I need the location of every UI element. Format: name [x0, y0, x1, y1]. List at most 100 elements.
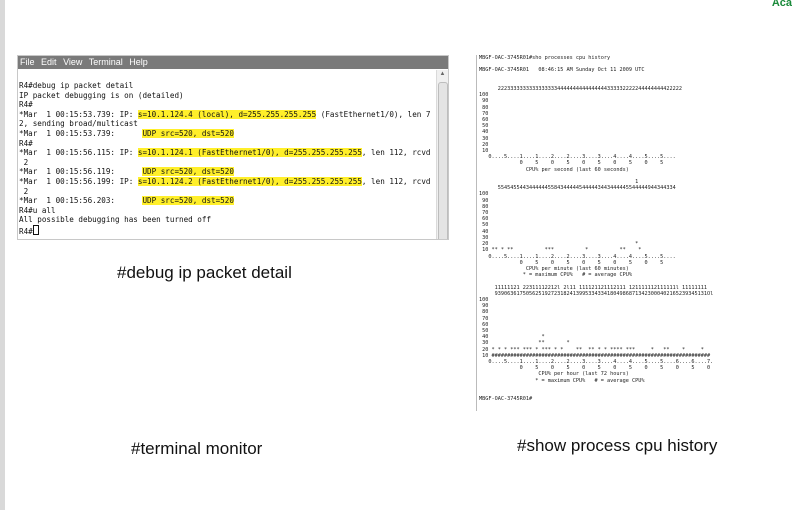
cpu-history-line: 80: [479, 104, 489, 111]
cpu-history-line: 0 5 0 5 0 5 0 5 0 5 0 5 0: [479, 365, 711, 372]
cpu-history-line: 70: [479, 210, 489, 217]
cpu-history-line: 0 5 0 5 0 5 0 5 0 5: [479, 160, 664, 167]
cpu-history-line: 10 ** * ** *** * ** *: [479, 247, 642, 254]
highlighted-text: UDP src=520, dst=520: [142, 167, 234, 177]
terminal-text: R4#debug ip packet detail: [19, 81, 134, 90]
terminal-line: R4#: [19, 139, 437, 149]
cpu-history-line: 1: [479, 179, 639, 186]
terminal-line: R4#: [19, 100, 437, 110]
cpu-history-line: 100: [479, 92, 489, 99]
terminal-text: (FastEthernet1/0), len 7: [316, 109, 431, 119]
cpu-history-line: 0....5....1....1....2....2....3....3....…: [479, 154, 676, 161]
cpu-history-line: 90: [479, 303, 489, 310]
cpu-history-line: * = maximum CPU% # = average CPU%: [479, 272, 633, 279]
cpu-history-line: 30 ** *: [479, 340, 570, 347]
cpu-history-line: 40 *: [479, 334, 545, 341]
cpu-history-line: 0....5....1....1....2....2....3....3....…: [479, 253, 676, 260]
caption-show-process-cpu-history: #show process cpu history: [517, 436, 718, 455]
scroll-thumb[interactable]: [438, 82, 448, 239]
cpu-history-line: 60: [479, 216, 489, 223]
terminal-text: *Mar 1 00:15:53.739:: [19, 128, 143, 138]
terminal-window[interactable]: File Edit View Terminal Help R4#debug ip…: [17, 55, 449, 240]
cpu-history-line: 10 #####################################…: [479, 352, 711, 359]
cpu-history-line: 60: [479, 117, 489, 124]
highlighted-text: s=10.1.124.2 (FastEthernet1/0), d=255.25…: [137, 176, 362, 186]
terminal-line: *Mar 1 00:15:56.115: IP: s=10.1.124.1 (F…: [19, 148, 437, 158]
cpu-history-line: 60: [479, 321, 489, 328]
terminal-text: 2, sending broad/multicast: [19, 119, 138, 129]
terminal-menu-bar: File Edit View Terminal Help: [18, 56, 448, 69]
cpu-history-line: 0....5....1....1....2....2....3....3....…: [479, 358, 714, 365]
scroll-up-arrow-icon[interactable]: ▲: [439, 71, 446, 77]
menu-edit[interactable]: Edit: [41, 57, 57, 67]
terminal-line: *Mar 1 00:15:56.119: UDP src=520, dst=52…: [19, 167, 437, 177]
terminal-text: *Mar 1 00:15:56.119:: [19, 167, 143, 177]
highlighted-text: UDP src=520, dst=520: [142, 196, 234, 206]
cpu-history-line: 70: [479, 315, 489, 322]
terminal-text: 2: [19, 157, 29, 167]
menu-file[interactable]: File: [20, 57, 35, 67]
cpu-history-line: MBGF-OAC-3745R01#sho processes cpu histo…: [479, 55, 611, 61]
cpu-history-line: * = maximum CPU% # = average CPU%: [479, 377, 645, 384]
terminal-line: R4#u all: [19, 206, 437, 216]
terminal-text: R4#: [19, 226, 33, 236]
cpu-history-line: 50: [479, 222, 489, 229]
cpu-history-line: MBGF-OAC-3745R01#: [479, 396, 533, 403]
cpu-history-line: 80: [479, 309, 489, 316]
cpu-history-line: 11111121 22311112212l 2l11 1111211211121…: [479, 284, 707, 291]
terminal-text: *Mar 1 00:15:53.739: IP:: [19, 109, 138, 119]
highlighted-text: UDP src=520, dst=520: [142, 128, 234, 138]
cpu-history-line: 9390636175056251927231824139953343341804…: [479, 290, 714, 297]
terminal-text: *Mar 1 00:15:56.203:: [19, 196, 143, 206]
terminal-line: 2: [19, 158, 437, 168]
cpu-history-line: 30: [479, 135, 489, 142]
terminal-text: R4#: [19, 100, 33, 110]
left-edge-bar: [0, 0, 5, 510]
menu-help[interactable]: Help: [129, 57, 148, 67]
terminal-line: All possible debugging has been turned o…: [19, 215, 437, 225]
menu-view[interactable]: View: [63, 57, 83, 67]
cpu-history-line: 5545455443444444558434444454444434434444…: [479, 185, 676, 192]
cpu-history-line: 20 *: [479, 241, 639, 248]
terminal-line: 2: [19, 187, 437, 197]
cpu-history-line: 40: [479, 129, 489, 136]
cpu-history-line: CPU% per minute (last 60 minutes): [479, 265, 629, 272]
terminal-text: All possible debugging has been turned o…: [19, 215, 212, 225]
terminal-line: *Mar 1 00:15:56.199: IP: s=10.1.124.2 (F…: [19, 176, 437, 187]
terminal-line: *Mar 1 00:15:56.203: UDP src=520, dst=52…: [19, 196, 437, 206]
cpu-history-line: 0 5 0 5 0 5 0 5 0 5: [479, 259, 664, 266]
terminal-line: IP packet debugging is on (detailed): [19, 91, 437, 101]
cpu-history-line: 100: [479, 191, 489, 198]
cpu-history-line: 40: [479, 228, 489, 235]
terminal-text: IP packet debugging is on (detailed): [19, 90, 184, 100]
terminal-scrollbar[interactable]: ▲: [436, 70, 448, 239]
brand-fragment: Aca: [771, 0, 792, 9]
highlighted-text: s=10.1.124.4 (local), d=255.255.255.255: [137, 109, 317, 119]
cpu-history-line: 20 * * * *** *** * *** * * ** ** * * ***…: [479, 346, 704, 353]
cpu-history-line: 90: [479, 197, 489, 204]
cpu-history-line: CPU% per second (last 60 seconds): [479, 166, 629, 173]
terminal-line: R4#debug ip packet detail: [19, 81, 437, 91]
cpu-history-line: 2223333333333333333444444444444444433333…: [479, 86, 683, 93]
cpu-history-line: 80: [479, 203, 489, 210]
terminal-line: *Mar 1 00:15:53.739: UDP src=520, dst=52…: [19, 128, 437, 139]
terminal-line: R4#: [19, 224, 437, 237]
cpu-history-line: 50: [479, 123, 489, 130]
terminal-output[interactable]: R4#debug ip packet detail IP packet debug…: [18, 70, 437, 239]
caption-debug-ip-packet: #debug ip packet detail: [117, 263, 292, 282]
cpu-history-line: 90: [479, 98, 489, 105]
terminal-cursor: [32, 224, 39, 235]
cpu-history-line: CPU% per hour (last 72 hours): [479, 371, 629, 378]
cpu-history-line: 20: [479, 141, 489, 148]
terminal-text: R4#: [19, 138, 33, 148]
terminal-text: 2: [19, 186, 29, 196]
cpu-history-line: 100: [479, 296, 489, 303]
cpu-history-line: MBGF-OAC-3745R01 08:46:15 AM Sunday Oct …: [479, 67, 645, 74]
cpu-history-line: 30: [479, 234, 489, 241]
terminal-line: 2, sending broad/multicast: [19, 119, 437, 129]
terminal-line: *Mar 1 00:15:53.739: IP: s=10.1.124.4 (l…: [19, 109, 437, 120]
menu-terminal[interactable]: Terminal: [88, 57, 123, 67]
terminal-text: R4#u all: [19, 205, 56, 215]
caption-terminal-monitor: #terminal monitor: [131, 439, 263, 458]
terminal-text: *Mar 1 00:15:56.115: IP:: [19, 148, 138, 158]
